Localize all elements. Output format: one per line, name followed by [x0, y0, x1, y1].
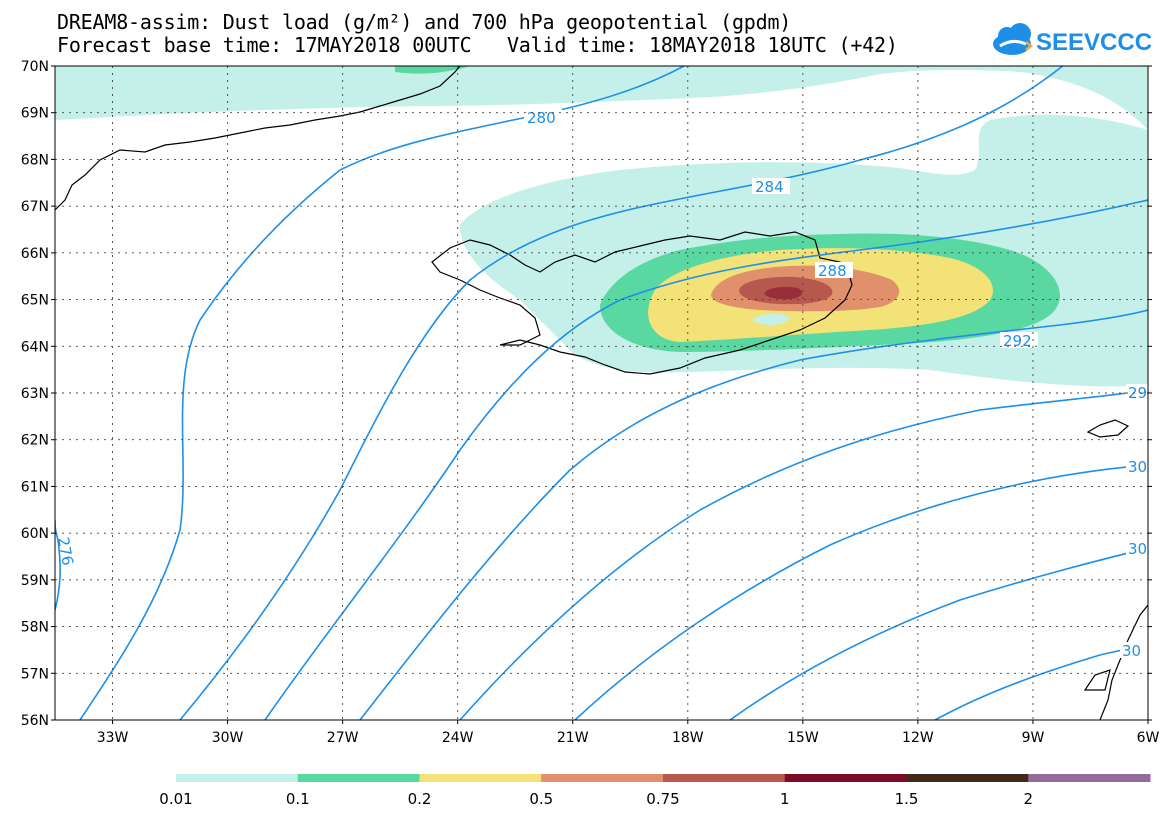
forecast-time-subtitle: Forecast base time: 17MAY2018 00UTC Vali… — [57, 33, 898, 57]
lat-label: 68N — [21, 152, 49, 168]
lon-label: 6W — [1137, 730, 1160, 746]
colorbar-tick-label: 0.1 — [286, 790, 310, 808]
map-plot-area: 280 284 288 292 29 30 30 30 276 — [54, 66, 1148, 720]
lat-label: 60N — [21, 526, 49, 542]
lon-label: 21W — [557, 730, 589, 746]
dust-shading-01-top — [395, 66, 470, 74]
lat-label: 67N — [21, 199, 49, 215]
cloud-logo-icon — [993, 23, 1034, 55]
contour-label-30a: 30 — [1128, 458, 1147, 476]
colorbar-tick-label: 0.2 — [408, 790, 432, 808]
colorbar-swatch — [784, 774, 907, 782]
contour-label-29: 29 — [1128, 384, 1147, 402]
colorbar-swatch — [176, 774, 299, 782]
graticule — [55, 66, 1148, 720]
lat-label: 57N — [21, 666, 49, 682]
colorbar-tick-label: 0.01 — [159, 790, 192, 808]
contour-label-276: 276 — [54, 536, 77, 567]
colorbar-swatch — [297, 774, 420, 782]
faroe-islands — [1086, 419, 1130, 438]
contour-e — [459, 389, 1148, 720]
lat-label: 63N — [21, 386, 49, 402]
greenland-coast — [55, 66, 461, 211]
colorbar-swatch — [906, 774, 1029, 782]
lon-label: 12W — [902, 730, 934, 746]
lon-label: 24W — [442, 730, 474, 746]
colorbar-swatch — [419, 774, 542, 782]
lat-label: 70N — [21, 59, 49, 75]
contour-labels: 280 284 288 292 29 30 30 30 276 — [54, 109, 1148, 660]
lat-label: 59N — [21, 573, 49, 589]
colorbar: 0.01 0.1 0.2 0.5 0.75 1 1.5 2 — [159, 774, 1151, 808]
scotland-coast — [1099, 604, 1148, 720]
contour-label-284: 284 — [755, 178, 784, 196]
contour-label-288: 288 — [818, 262, 847, 280]
colorbar-swatch — [663, 774, 786, 782]
lon-label: 33W — [97, 730, 129, 746]
geopotential-contours — [55, 66, 1148, 720]
lat-label: 69N — [21, 106, 49, 122]
contour-b — [179, 66, 1064, 720]
dust-shading-inner-patch — [752, 313, 790, 326]
colorbar-tick-label: 1 — [780, 790, 790, 808]
shetland-coast — [1083, 669, 1111, 691]
lat-label: 62N — [21, 433, 49, 449]
contour-label-30b: 30 — [1128, 540, 1147, 558]
lat-label: 66N — [21, 246, 49, 262]
map-title: DREAM8-assim: Dust load (g/m²) and 700 h… — [57, 10, 792, 34]
lat-label: 61N — [21, 479, 49, 495]
colorbar-tick-label: 0.75 — [646, 790, 679, 808]
dust-shading-1 — [764, 287, 803, 300]
contour-g — [729, 547, 1148, 720]
lat-label: 56N — [21, 713, 49, 729]
lon-label: 15W — [787, 730, 819, 746]
contour-label-292: 292 — [1003, 332, 1032, 350]
lat-axis: 56N 57N 58N 59N 60N 61N 62N 63N 64N 65N 66N 67N 68N 6… — [21, 59, 1152, 729]
colorbar-tick-label: 1.5 — [895, 790, 919, 808]
coastlines — [55, 66, 1148, 720]
contour-label-280: 280 — [527, 109, 556, 127]
colorbar-swatch — [541, 774, 664, 782]
colorbar-swatch — [1028, 774, 1151, 782]
lat-label: 65N — [21, 293, 49, 309]
lon-axis: 33W 30W 27W 24W 21W 18W 15W 12W 9W 6W — [97, 720, 1160, 746]
lat-label: 58N — [21, 620, 49, 636]
contour-label-30c: 30 — [1122, 642, 1141, 660]
lon-label: 9W — [1022, 730, 1045, 746]
colorbar-tick-label: 2 — [1023, 790, 1033, 808]
lon-label: 27W — [327, 730, 359, 746]
contour-c — [264, 199, 1148, 720]
iceland-coast — [431, 231, 853, 375]
colorbar-tick-label: 0.5 — [529, 790, 553, 808]
seevccc-logo: SEEVCCC — [993, 23, 1152, 56]
dust-shading-001 — [55, 66, 1148, 130]
contour-h — [934, 644, 1148, 720]
contour-d — [359, 309, 1148, 720]
logo-text: SEEVCCC — [1036, 29, 1152, 56]
lat-label: 64N — [21, 339, 49, 355]
contour-f — [574, 464, 1148, 720]
lon-label: 30W — [212, 730, 244, 746]
lon-label: 18W — [672, 730, 704, 746]
